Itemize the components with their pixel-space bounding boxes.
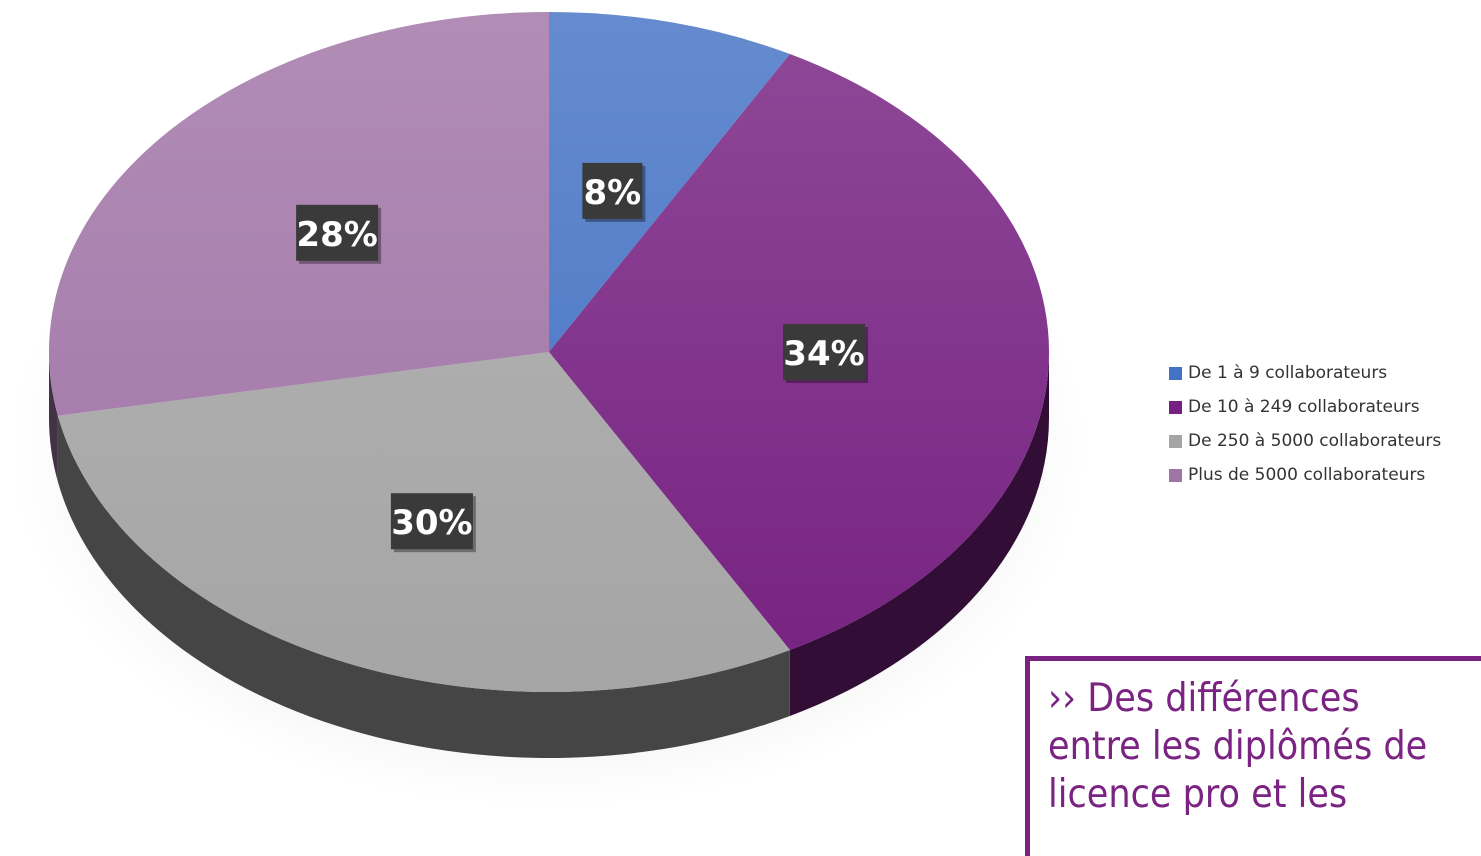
legend-item-4: Plus de 5000 collaborateurs (1169, 464, 1425, 486)
data-label-text-2: 34% (783, 334, 864, 374)
callout-box: ›› Des différences entre les diplômés de… (1025, 656, 1481, 856)
data-label-3: 30% (390, 493, 476, 553)
legend-swatch (1169, 434, 1182, 448)
data-label-2: 34% (783, 324, 868, 383)
legend-label: Plus de 5000 collaborateurs (1188, 465, 1426, 485)
legend-swatch (1169, 468, 1182, 482)
legend-item-3: De 250 à 5000 collaborateurs (1169, 430, 1441, 452)
legend-swatch (1169, 400, 1182, 414)
data-label-text-3: 30% (391, 503, 472, 543)
legend-item-2: De 10 à 249 collaborateurs (1169, 396, 1420, 418)
legend-label: De 250 à 5000 collaborateurs (1188, 431, 1442, 451)
data-label-1: 8% (582, 162, 646, 222)
data-label-text-4: 28% (296, 215, 377, 255)
chart-legend: De 1 à 9 collaborateurs De 10 à 249 colla… (1157, 348, 1481, 528)
legend-swatch (1169, 366, 1182, 380)
legend-label: De 10 à 249 collaborateurs (1188, 397, 1420, 417)
legend-label: De 1 à 9 collaborateurs (1188, 363, 1388, 383)
data-label-text-1: 8% (584, 173, 642, 213)
callout-text: ›› Des différences entre les diplômés de… (1048, 676, 1428, 817)
data-label-4: 28% (296, 204, 382, 264)
legend-item-1: De 1 à 9 collaborateurs (1169, 362, 1387, 384)
